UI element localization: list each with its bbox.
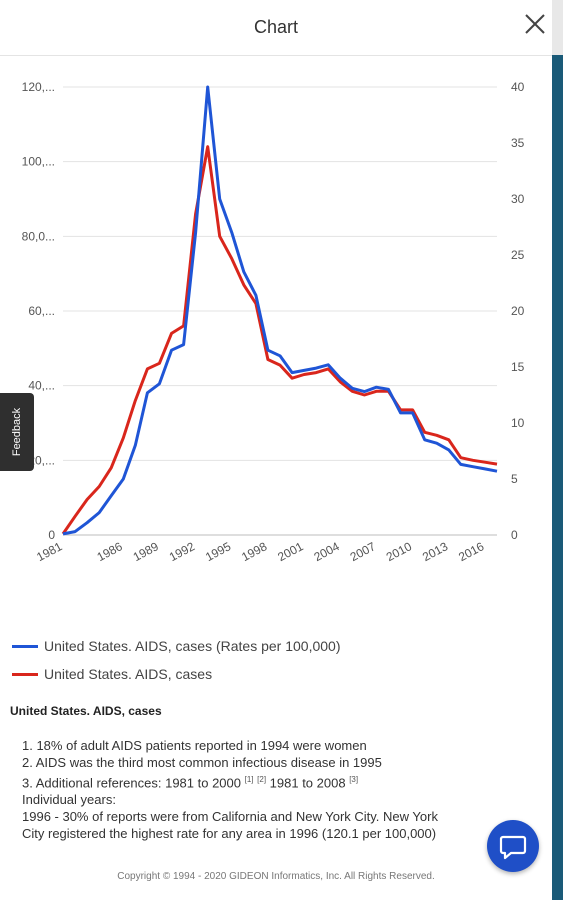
close-button[interactable]: [522, 11, 548, 37]
chat-button[interactable]: [487, 820, 539, 872]
x-tick-label: 2013: [420, 539, 450, 564]
line-chart: 0 20,... 40,... 60,... 80,0... 100,... 120,...…: [22, 80, 525, 564]
copyright-footer: Copyright © 1994 - 2020 GIDEON Informati…: [117, 871, 435, 882]
y-right-tick-label: 20: [511, 304, 525, 318]
x-tick-label: 2016: [456, 539, 486, 564]
series-line-cases: [61, 145, 498, 535]
note-line: 1996 - 30% of reports were from Californ…: [22, 809, 438, 825]
feedback-label: Feedback: [11, 407, 23, 457]
notes-section: United States. AIDS, cases 1. 18% of adu…: [10, 704, 545, 842]
x-tick-label: 1981: [34, 539, 64, 564]
panel-title: Chart: [253, 17, 298, 37]
note-text: 1981 to 2008: [266, 775, 350, 791]
note-line: 2. AIDS was the third most common infect…: [22, 755, 382, 770]
legend-item-rate[interactable]: United States. AIDS, cases (Rates per 10…: [12, 632, 341, 660]
y-left-tick-label: 0: [48, 528, 55, 542]
legend-label-rate: United States. AIDS, cases (Rates per 10…: [44, 638, 341, 654]
y-left-tick-label: 80,0...: [22, 229, 55, 243]
notes-title: United States. AIDS, cases: [10, 704, 162, 718]
y-left-tick-label: 60,...: [28, 304, 55, 318]
y-right-tick-label: 25: [511, 248, 525, 262]
x-tick-label: 1992: [167, 539, 197, 564]
legend-item-cases[interactable]: United States. AIDS, cases: [12, 660, 341, 688]
x-tick-label: 2010: [384, 539, 414, 564]
close-icon: [525, 14, 545, 34]
note-line: 1. 18% of adult AIDS patients reported i…: [22, 738, 367, 753]
note-line: Individual years:: [22, 792, 116, 808]
x-tick-label: 2001: [275, 539, 305, 564]
y-right-tick-label: 30: [511, 192, 525, 206]
y-left-tick-label: 120,...: [22, 80, 55, 94]
note-line: City registered the highest rate for any…: [22, 826, 437, 842]
panel-header: Chart: [0, 0, 552, 56]
y-right-tick-label: 10: [511, 416, 525, 430]
page-side-bar: [552, 0, 563, 900]
page-side-bar-top: [552, 0, 563, 55]
x-tick-label: 1995: [203, 539, 233, 564]
x-tick-label: 1986: [95, 539, 125, 564]
x-tick-label: 1989: [131, 539, 161, 564]
notes-list: 1. 18% of adult AIDS patients reported i…: [10, 737, 545, 842]
y-right-tick-label: 5: [511, 472, 518, 486]
y-left-tick-label: 100,...: [22, 155, 55, 169]
chart-area: 0 20,... 40,... 60,... 80,0... 100,... 120,...…: [0, 60, 552, 590]
legend-swatch-rate: [12, 644, 38, 648]
x-tick-label: 2007: [348, 539, 378, 564]
note-text: 3. Additional references: 1981 to 2000: [22, 775, 245, 791]
chart-legend: United States. AIDS, cases (Rates per 10…: [12, 632, 341, 688]
y-right-tick-label: 40: [511, 80, 525, 94]
y-right-tick-label: 15: [511, 360, 525, 374]
feedback-tab[interactable]: Feedback: [0, 393, 34, 471]
legend-swatch-cases: [12, 672, 38, 676]
x-tick-label: 2004: [312, 539, 342, 564]
y-right-tick-label: 0: [511, 528, 518, 542]
legend-label-cases: United States. AIDS, cases: [44, 666, 213, 682]
note-line-references: 3. Additional references: 1981 to 2000 […: [22, 771, 545, 791]
y-left-tick-label: 20,...: [28, 453, 55, 467]
y-left-tick-label: 40,...: [28, 379, 55, 393]
chat-icon: [499, 835, 527, 860]
x-tick-label: 1998: [239, 539, 269, 564]
reference-link[interactable]: [1]: [244, 775, 254, 784]
y-right-tick-label: 35: [511, 136, 525, 150]
reference-link[interactable]: [3]: [349, 775, 359, 784]
series-line-rate: [62, 85, 498, 536]
reference-link[interactable]: [2]: [257, 775, 267, 784]
